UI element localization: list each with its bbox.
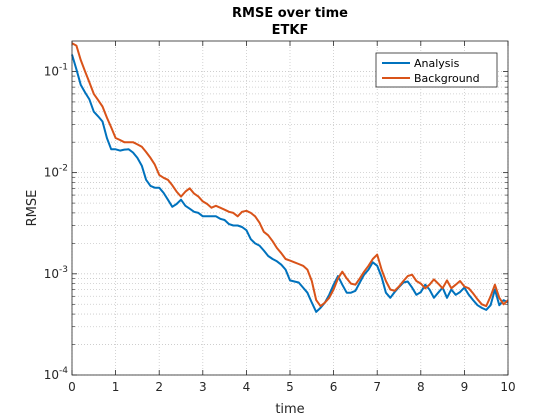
y-tick-base: 10: [44, 64, 59, 78]
series-line: [71, 42, 509, 308]
x-tick-label: 6: [330, 380, 338, 394]
y-tick-label: 10-2: [44, 164, 68, 180]
y-tick-exponent: -2: [59, 164, 68, 174]
x-tick-label: 7: [373, 380, 381, 394]
y-tick-base: 10: [44, 267, 59, 281]
x-tick-label: 1: [112, 380, 120, 394]
x-tick-label: 10: [500, 380, 515, 394]
legend-box: [375, 52, 498, 88]
plot-frame: [71, 40, 509, 376]
x-tick-label: 4: [243, 380, 251, 394]
y-tick-base: 10: [44, 166, 59, 180]
x-tick-label: 9: [461, 380, 469, 394]
y-axis-label: RMSE: [25, 190, 40, 227]
chart-subtitle: ETKF: [272, 23, 309, 38]
x-tick-label: 2: [155, 380, 163, 394]
y-tick-label: 10-4: [44, 366, 69, 382]
x-tick-label: 5: [286, 380, 294, 394]
legend-label: Analysis: [414, 57, 460, 70]
y-tick-base: 10: [44, 368, 59, 382]
y-tick-label: 10-1: [44, 62, 68, 78]
x-tick-label: 0: [68, 380, 76, 394]
chart-title: RMSE over time: [232, 6, 348, 21]
x-axis-label: time: [275, 402, 304, 417]
y-tick-label: 10-3: [44, 265, 68, 281]
legend-label: Background: [414, 72, 480, 85]
x-tick-label: 3: [199, 380, 207, 394]
x-tick-label: 8: [417, 380, 425, 394]
series-line: [71, 54, 509, 313]
y-tick-exponent: -4: [59, 366, 68, 376]
y-tick-exponent: -3: [59, 265, 68, 275]
y-tick-exponent: -1: [59, 62, 68, 72]
